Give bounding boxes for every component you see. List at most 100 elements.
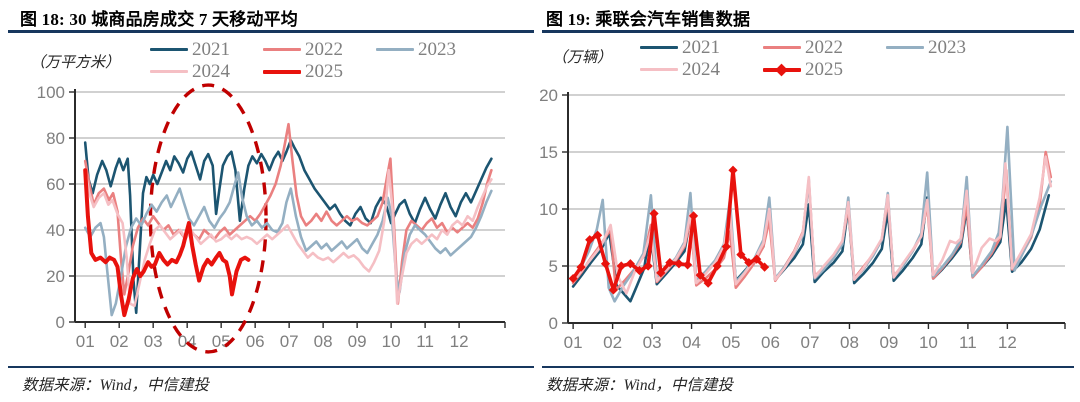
diamond-marker xyxy=(728,165,738,175)
legend-label: 2023 xyxy=(928,37,966,58)
legend-row: 2021 2022 2023 xyxy=(150,39,489,60)
y-tick-label: 20 xyxy=(539,86,558,105)
diamond-marker xyxy=(683,260,693,270)
legend-label: 2024 xyxy=(682,59,720,80)
legend-label: 2022 xyxy=(805,37,843,58)
x-tick-label: 07 xyxy=(280,332,299,351)
legend-line-swatch xyxy=(640,46,678,49)
x-tick-label: 09 xyxy=(879,333,898,352)
right-chart-title: 图 19: 乘联会汽车销售数据 xyxy=(546,10,751,29)
left-title-rule xyxy=(8,30,534,33)
x-tick-label: 03 xyxy=(144,332,163,351)
series-line-2023 xyxy=(83,171,493,317)
x-tick-label: 06 xyxy=(246,332,265,351)
x-tick-label: 06 xyxy=(761,333,780,352)
x-tick-label: 11 xyxy=(416,332,434,351)
x-tick-label: 02 xyxy=(603,333,622,352)
y-tick-label: 0 xyxy=(549,314,558,333)
legend-row: 2024 2025 xyxy=(640,59,1009,80)
legend-item-2021: 2021 xyxy=(640,37,763,58)
legend-item-2022: 2022 xyxy=(263,39,376,60)
diamond-marker xyxy=(688,211,699,221)
legend-line-swatch xyxy=(640,68,678,71)
legend-row: 2024 2025 xyxy=(150,61,489,82)
legend-line-swatch xyxy=(886,46,924,49)
left-source-rule xyxy=(8,366,534,368)
x-tick-label: 02 xyxy=(110,332,129,351)
right-chart-legend: 2021 2022 2023 2024 2025 xyxy=(640,37,1009,80)
series-line-2024 xyxy=(571,155,1053,295)
x-tick-label: 03 xyxy=(643,333,662,352)
right-source-text: 数据来源：Wind，中信建投 xyxy=(546,377,733,394)
x-tick-label: 05 xyxy=(722,333,741,352)
legend-line-swatch xyxy=(263,48,301,51)
legend-item-2022: 2022 xyxy=(763,37,886,58)
right-title-rule xyxy=(542,30,1074,33)
legend-label: 2021 xyxy=(682,37,720,58)
diamond-marker xyxy=(721,242,731,252)
diamond-marker xyxy=(616,261,626,271)
highlight-ellipse-annotation xyxy=(148,83,268,354)
legend-label: 2025 xyxy=(805,59,843,80)
right-y-axis-unit: （万辆） xyxy=(552,50,613,66)
legend-item-2025: 2025 xyxy=(263,61,376,82)
legend-label: 2023 xyxy=(418,39,456,60)
y-tick-label: 60 xyxy=(46,175,65,194)
x-tick-label: 07 xyxy=(801,333,820,352)
x-tick-label: 11 xyxy=(959,333,977,352)
y-tick-label: 0 xyxy=(56,313,65,332)
diamond-marker xyxy=(634,265,645,276)
legend-line-swatch xyxy=(263,69,301,74)
y-tick-label: 80 xyxy=(46,129,65,148)
y-tick-label: 10 xyxy=(539,200,558,219)
diamond-marker xyxy=(712,261,722,271)
x-tick-label: 10 xyxy=(919,333,938,352)
series-line-2025 xyxy=(83,168,251,318)
diamond-marker xyxy=(643,261,653,271)
y-tick-label: 5 xyxy=(549,257,558,276)
x-tick-label: 01 xyxy=(564,333,583,352)
x-tick-label: 05 xyxy=(212,332,231,351)
legend-line-swatch xyxy=(763,46,801,49)
legend-label: 2022 xyxy=(305,39,343,60)
x-tick-label: 09 xyxy=(348,332,367,351)
legend-item-2024: 2024 xyxy=(640,59,763,80)
legend-line-swatch xyxy=(376,48,414,51)
y-tick-label: 20 xyxy=(46,267,65,286)
legend-item-2023: 2023 xyxy=(886,37,1009,58)
x-tick-label: 12 xyxy=(450,332,469,351)
x-tick-label: 10 xyxy=(382,332,401,351)
left-chart-title: 图 18: 30 城商品房成交 7 天移动平均 xyxy=(20,10,299,29)
x-tick-label: 08 xyxy=(314,332,333,351)
legend-item-2025: 2025 xyxy=(763,59,886,80)
left-source-text: 数据来源：Wind，中信建投 xyxy=(22,377,209,394)
y-tick-label: 40 xyxy=(46,221,65,240)
series-line-2024 xyxy=(83,168,493,308)
x-tick-label: 08 xyxy=(840,333,859,352)
y-tick-label: 15 xyxy=(539,143,558,162)
y-tick-label: 100 xyxy=(37,83,65,102)
legend-label: 2024 xyxy=(192,61,230,82)
diamond-marker xyxy=(649,208,659,219)
legend-label: 2021 xyxy=(192,39,230,60)
legend-item-2021: 2021 xyxy=(150,39,263,60)
right-source-rule xyxy=(542,366,1074,368)
legend-label: 2025 xyxy=(305,61,343,82)
legend-diamond-marker-icon xyxy=(775,63,788,76)
legend-line-swatch xyxy=(150,70,188,73)
left-chart-legend: 2021 2022 2023 2024 2025 xyxy=(150,39,489,82)
left-y-axis-unit: （万平方米） xyxy=(30,55,121,71)
legend-row: 2021 2022 2023 xyxy=(640,37,1009,58)
diamond-marker xyxy=(600,259,611,269)
diamond-marker xyxy=(608,285,618,295)
legend-item-2023: 2023 xyxy=(376,39,489,60)
legend-item-2024: 2024 xyxy=(150,61,263,82)
diamond-marker xyxy=(585,235,595,245)
x-tick-label: 12 xyxy=(998,333,1017,352)
legend-line-swatch xyxy=(150,48,188,51)
x-tick-label: 04 xyxy=(682,333,701,352)
legend-line-swatch xyxy=(763,63,801,76)
